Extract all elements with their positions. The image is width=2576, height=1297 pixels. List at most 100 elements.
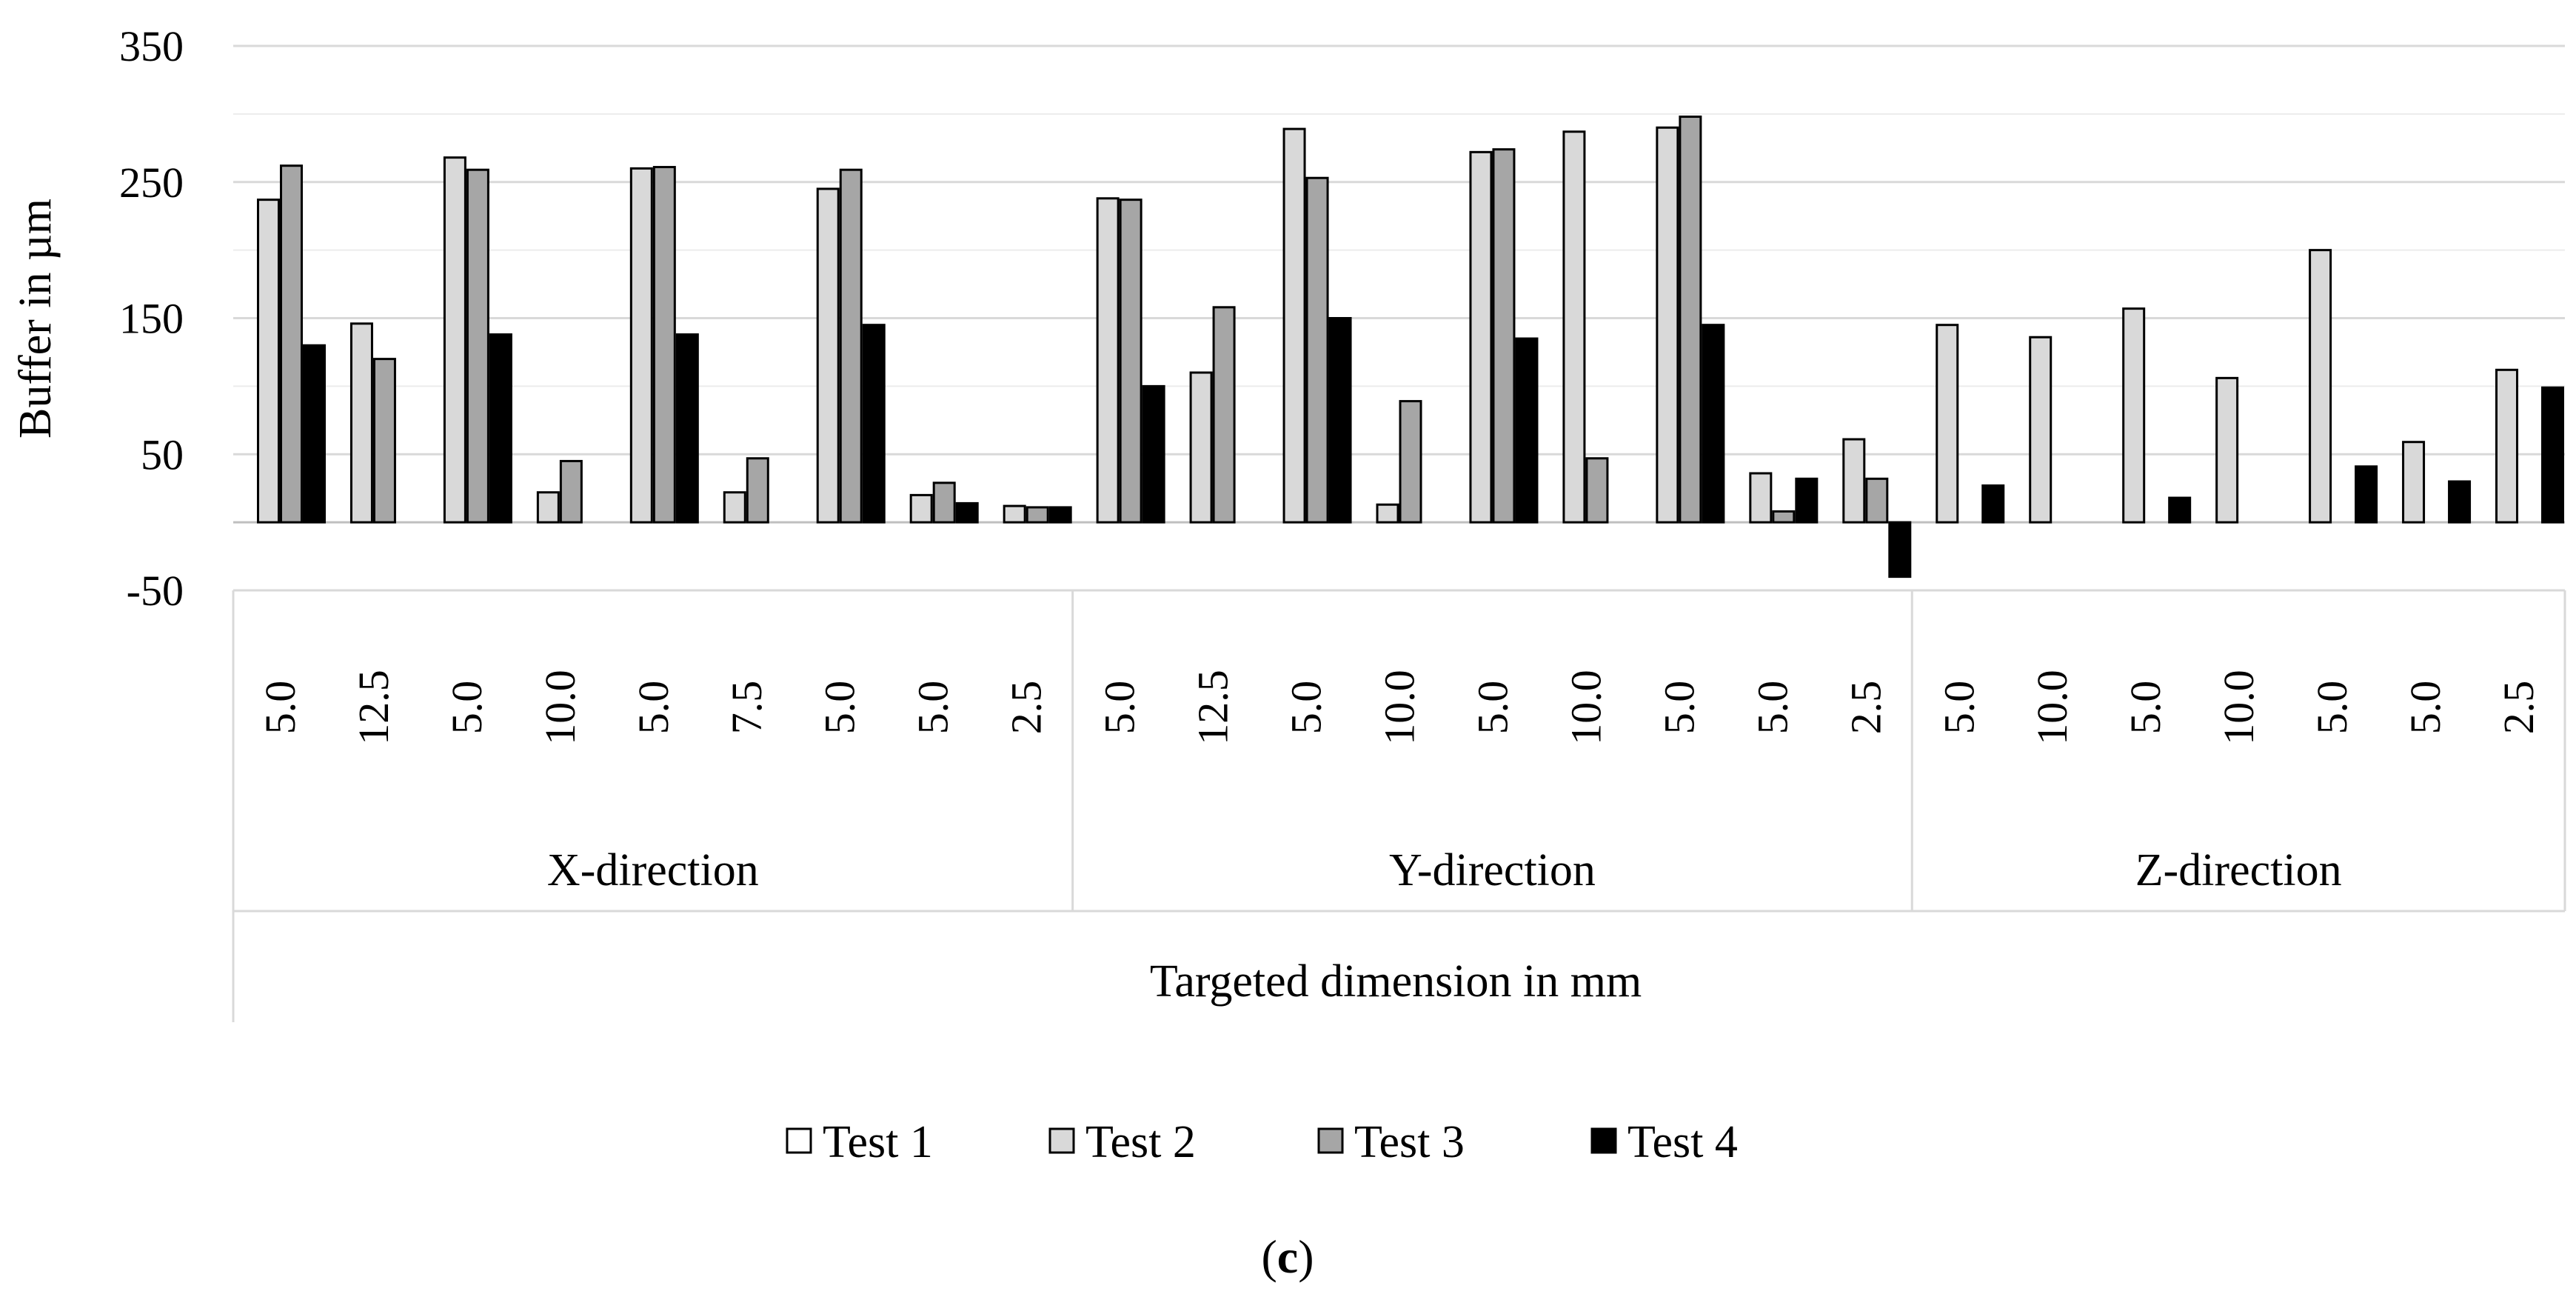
bar-test-2 [1936, 324, 1959, 524]
legend-label: Test 3 [1354, 1117, 1465, 1167]
bar-test-4 [2448, 480, 2472, 524]
bar-test-4 [955, 501, 979, 524]
group-label: Z-direction [2135, 845, 2342, 896]
x-tick-label: 10.0 [2028, 670, 2076, 745]
bar-test-4 [1048, 506, 1072, 524]
bar-test-4 [302, 344, 326, 524]
category-axis-frame [232, 590, 2566, 1022]
panel-label-letter: c [1277, 1230, 1298, 1283]
x-tick-label: 7.5 [723, 681, 771, 735]
bar-test-4 [1515, 337, 1539, 524]
bar-test-3 [1865, 477, 1889, 524]
bar-test-2 [909, 493, 933, 524]
bar-test-2 [2309, 249, 2332, 524]
y-tick-label: -50 [127, 567, 184, 615]
bar-test-3 [1026, 506, 1049, 524]
legend-swatch-test-1 [786, 1127, 812, 1154]
y-axis-ticks: 350 250 150 50 -50 [119, 22, 184, 615]
x-tick-label: 5.0 [1468, 681, 1516, 735]
bar-test-2 [1656, 126, 1679, 524]
panel-label-close: ) [1298, 1230, 1314, 1283]
y-tick-label: 50 [141, 430, 184, 479]
bar-test-4 [862, 324, 886, 524]
group-labels: X-direction Y-direction Z-direction [547, 845, 2342, 896]
x-axis-title: Targeted dimension in mm [1150, 956, 1642, 1007]
bar-test-2 [349, 322, 373, 524]
x-tick-label: 2.5 [2495, 681, 2543, 735]
x-axis-ticks: 5.0 12.5 5.0 10.0 5.0 7.5 5.0 5.0 2.5 5.0 12.5 5.0 1… [256, 670, 2543, 745]
bar-test-2 [536, 491, 560, 524]
bar-test-3 [1399, 400, 1422, 524]
bar-test-2 [629, 167, 653, 524]
x-tick-label: 5.0 [629, 681, 678, 735]
x-tick-label: 2.5 [1003, 681, 1051, 735]
x-tick-label: 12.5 [349, 670, 398, 745]
group-label: X-direction [547, 845, 759, 896]
x-tick-label: 10.0 [2215, 670, 2263, 745]
bar-test-3 [1119, 199, 1143, 524]
x-tick-label: 5.0 [1748, 681, 1796, 735]
bar-test-2 [1003, 504, 1026, 524]
bar-test-3 [932, 481, 956, 524]
x-tick-label: 5.0 [816, 681, 864, 735]
x-tick-label: 5.0 [1282, 681, 1331, 735]
bar-test-2 [2402, 441, 2426, 524]
bar-test-4 [1702, 324, 1725, 524]
bar-test-4 [2541, 386, 2565, 524]
bar-test-3 [1679, 116, 1702, 524]
y-tick-label: 350 [119, 22, 184, 70]
x-tick-label: 10.0 [536, 670, 584, 745]
bar-test-4 [1795, 477, 1819, 524]
bar-test-2 [1749, 472, 1773, 524]
x-tick-label: 5.0 [2121, 681, 2169, 735]
bar-test-2 [1282, 127, 1306, 524]
x-tick-label: 5.0 [256, 681, 304, 735]
bar-test-3 [1585, 457, 1609, 524]
bar-test-3 [652, 166, 676, 524]
bar-test-3 [1212, 306, 1236, 524]
bar-test-2 [1842, 438, 1866, 524]
bar-test-3 [839, 168, 863, 524]
bar-test-3 [466, 168, 489, 524]
x-tick-label: 5.0 [909, 681, 957, 735]
legend-label: Test 1 [823, 1117, 933, 1167]
x-tick-label: 2.5 [1841, 681, 1890, 735]
bar-test-2 [443, 156, 466, 524]
bar-test-2 [2029, 336, 2053, 524]
bar-test-4 [675, 333, 699, 524]
bar-test-2 [256, 199, 280, 524]
bar-test-2 [816, 187, 840, 524]
x-tick-label: 5.0 [1655, 681, 1703, 735]
x-tick-label: 10.0 [1376, 670, 1424, 745]
bar-test-2 [723, 491, 746, 524]
x-tick-label: 5.0 [2308, 681, 2356, 735]
y-axis-title: Buffer in µm [10, 199, 61, 439]
legend-label: Test 2 [1085, 1117, 1196, 1167]
bar-test-4 [2355, 465, 2378, 524]
legend-label: Test 4 [1627, 1117, 1738, 1167]
panel-label: (c) [1261, 1230, 1314, 1283]
bar-test-4 [1888, 521, 1912, 579]
bar-test-2 [1376, 503, 1399, 524]
x-tick-label: 5.0 [443, 681, 491, 735]
x-tick-label: 5.0 [2401, 681, 2449, 735]
bar-test-4 [1328, 317, 1352, 524]
bar-test-2 [2495, 368, 2519, 524]
legend-swatch-test-3 [1317, 1127, 1344, 1154]
bar-test-3 [1772, 510, 1796, 524]
bar-test-3 [746, 457, 769, 524]
bar-test-2 [1189, 371, 1213, 524]
legend-swatch-test-2 [1048, 1127, 1075, 1154]
x-tick-label: 5.0 [1096, 681, 1144, 735]
bar-test-2 [2215, 376, 2239, 524]
x-tick-label: 5.0 [1935, 681, 1983, 735]
bar-test-3 [279, 164, 303, 524]
y-tick-label: 250 [119, 159, 184, 207]
bar-test-3 [372, 358, 396, 524]
bar-test-2 [1096, 197, 1120, 524]
bar-test-4 [489, 333, 512, 524]
panel-label-open: ( [1261, 1230, 1277, 1283]
x-tick-label: 10.0 [1562, 670, 1610, 745]
legend-swatch-test-4 [1590, 1127, 1617, 1154]
